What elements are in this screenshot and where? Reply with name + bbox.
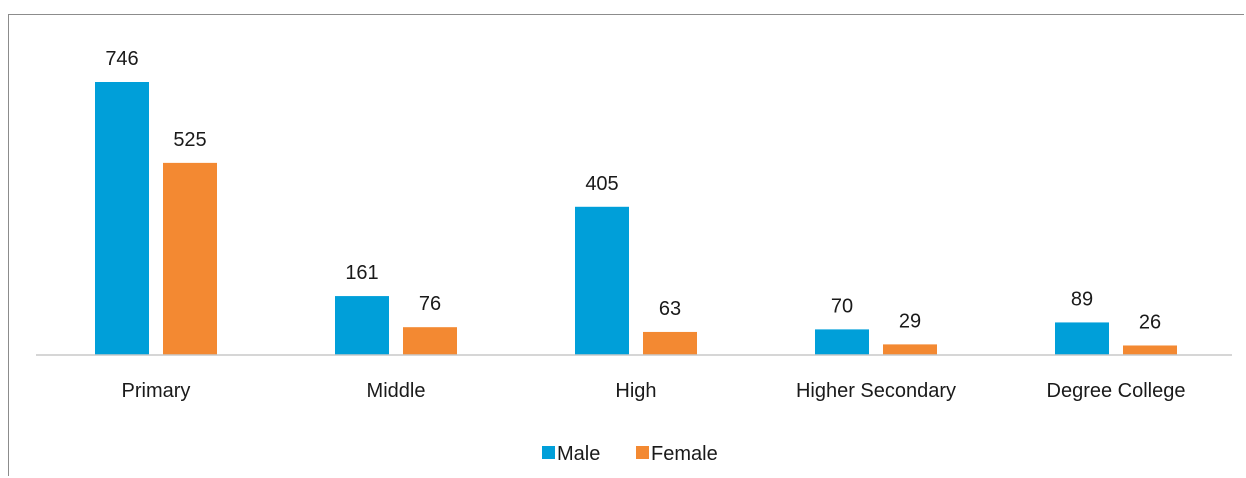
data-label-male-4: 89 (1071, 288, 1093, 310)
bars-layer (95, 82, 1177, 355)
category-labels-layer: Primary Middle High Higher Secondary Degree … (122, 380, 1186, 402)
legend-swatch-female (636, 446, 649, 459)
legend-label-female: Female (651, 443, 718, 465)
bar-female-3 (883, 344, 937, 355)
data-label-female-4: 26 (1139, 311, 1161, 333)
data-label-male-1: 161 (345, 262, 378, 284)
data-label-female-0: 525 (173, 129, 206, 151)
bar-male-3 (815, 329, 869, 355)
category-label-2: High (615, 380, 656, 402)
data-label-male-3: 70 (831, 295, 853, 317)
legend-label-male: Male (557, 443, 600, 465)
value-labels-layer: 746 525 161 76 405 63 70 29 89 26 (105, 48, 1161, 333)
legend: Male Female (542, 443, 718, 465)
data-label-female-1: 76 (419, 293, 441, 315)
category-label-4: Degree College (1047, 380, 1186, 402)
bar-female-4 (1123, 345, 1177, 355)
bar-female-1 (403, 327, 457, 355)
bar-male-0 (95, 82, 149, 355)
category-label-0: Primary (122, 380, 191, 402)
data-label-male-2: 405 (585, 173, 618, 195)
bar-female-2 (643, 331, 697, 355)
category-label-3: Higher Secondary (796, 380, 956, 402)
legend-swatch-male (542, 446, 555, 459)
bar-male-4 (1055, 322, 1109, 355)
chart-frame (8, 14, 1244, 476)
bar-male-1 (335, 296, 389, 355)
category-label-1: Middle (367, 380, 426, 402)
bar-female-0 (163, 162, 217, 355)
data-label-male-0: 746 (105, 48, 138, 70)
data-label-female-2: 63 (659, 298, 681, 320)
data-label-female-3: 29 (899, 310, 921, 332)
bar-male-2 (575, 206, 629, 355)
